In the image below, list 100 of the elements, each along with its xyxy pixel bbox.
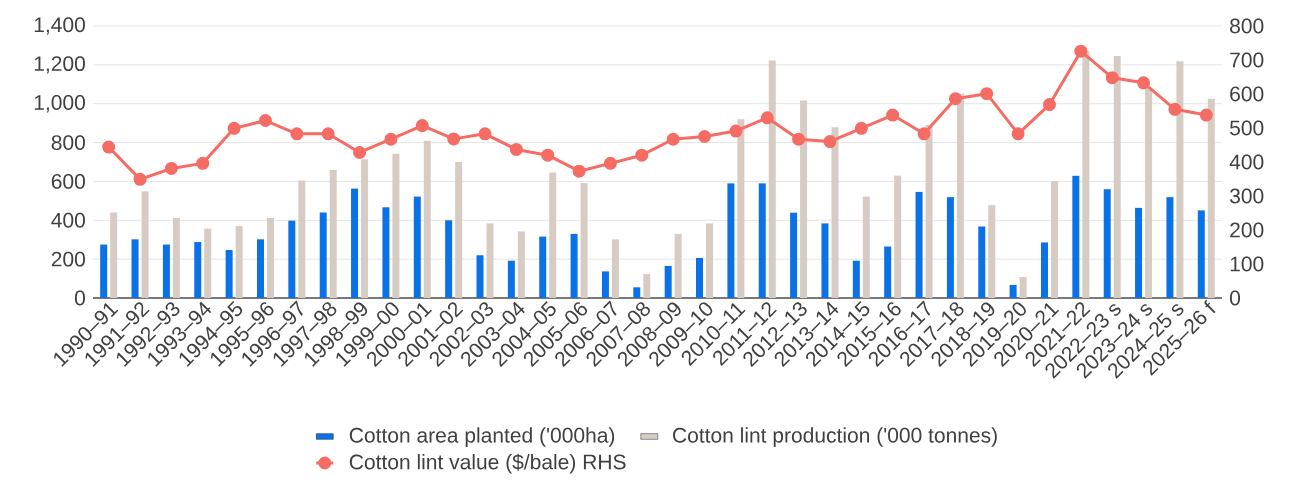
bar [831,127,839,298]
bar [1176,61,1184,298]
y-tick-label: 800 [51,135,85,150]
point [1011,127,1025,141]
bar [266,217,274,298]
bar [862,196,870,298]
point [666,132,680,146]
point [635,148,649,162]
y2-tick-label: 500 [1230,120,1264,136]
bar [1040,242,1048,298]
point [290,127,304,141]
point [886,108,900,122]
point [603,156,617,170]
bar [821,223,829,298]
bar [611,239,619,298]
y2-tick-label: 100 [1230,256,1264,272]
point [447,132,461,146]
y-tick-label: 1,400 [34,17,85,35]
bar [329,169,337,298]
point [258,114,272,128]
bar [486,223,494,298]
bar [674,233,682,298]
point [698,130,712,143]
point [1137,76,1151,90]
bar [351,188,359,298]
bar [1103,189,1111,298]
point [572,164,586,178]
point [1105,71,1119,85]
bar [392,153,400,298]
point [384,132,398,146]
y2-tick-label: 200 [1230,222,1264,238]
bar [539,236,547,298]
bar [413,196,421,298]
bar [664,265,672,298]
bar [141,191,149,298]
point [823,135,837,149]
bar [1072,175,1080,298]
bar [925,125,933,298]
point [164,161,178,175]
bar [204,228,212,298]
y2-tick-label: 300 [1229,188,1264,204]
bar [1197,210,1205,298]
legend-label: Cotton lint value ($/bale) RHS [349,453,626,474]
bar [1082,51,1090,298]
bar [1019,277,1027,298]
bar [1145,88,1153,298]
point [196,156,210,170]
point [415,119,429,133]
bar [978,226,986,298]
bar [790,212,798,298]
point [541,148,555,162]
bar [1135,207,1143,298]
bar [256,239,264,298]
bar [235,225,243,298]
bar [643,273,651,298]
point [1199,108,1213,122]
y-tick-label: 600 [51,174,85,189]
bar [1009,284,1017,298]
bar [1166,197,1174,298]
point [792,132,806,146]
point [133,172,147,186]
bar [1050,181,1058,298]
bar [706,223,714,298]
bar [225,250,233,298]
y2-tick-label: 600 [1230,86,1264,102]
bar [601,271,609,298]
bar [988,205,996,298]
bar [476,255,484,298]
bar [194,242,202,298]
y-tick-label: 200 [51,251,85,267]
y-tick-label: 1,000 [34,95,85,113]
bar [570,233,578,298]
point [509,142,523,156]
point [353,145,367,159]
bar [517,231,525,298]
point [478,127,492,141]
bar [298,180,306,298]
bar [884,246,892,298]
bar [172,217,180,298]
bar [1207,98,1215,298]
y2-tick-label: 0 [1229,290,1241,306]
legend-label: Cotton area planted ('000ha) [349,427,615,447]
point [102,140,116,154]
bar [768,60,776,298]
bar [455,162,463,298]
bar [737,119,745,298]
bar [131,239,139,298]
point [1074,44,1088,58]
bar [288,220,296,298]
point [980,87,994,101]
bar [1113,56,1121,298]
point [1168,102,1182,116]
bar [633,287,641,298]
bar [852,260,860,298]
bar [382,207,390,298]
bar [956,93,964,298]
bar [423,140,431,298]
bar [758,183,766,298]
y-tick-label: 400 [51,212,85,228]
bar [100,244,108,298]
